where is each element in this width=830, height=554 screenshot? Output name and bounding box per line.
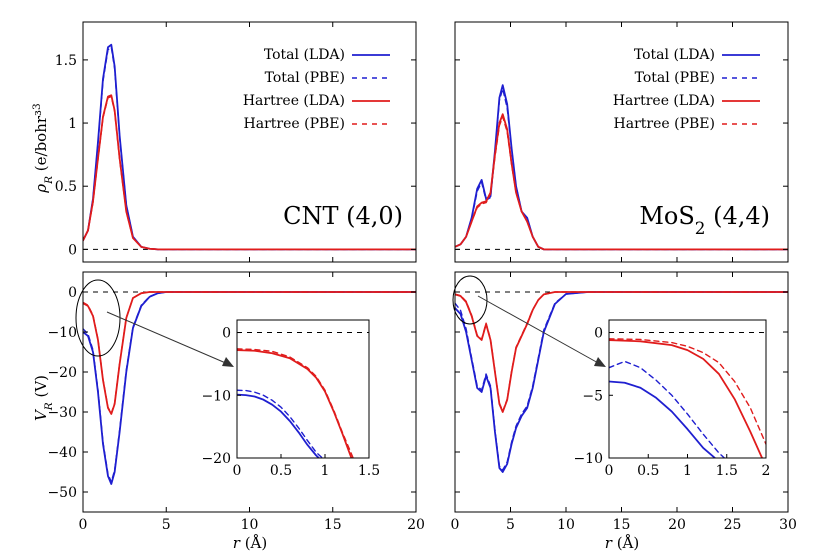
mos2-inset-series-total-lda bbox=[609, 380, 716, 458]
cnt-v-ytick-label: −30 bbox=[47, 405, 77, 421]
mos2-v-plot-area bbox=[455, 291, 788, 473]
cnt-v-ytick-label: −40 bbox=[47, 445, 77, 461]
cnt-inset-series-hartree-pbe bbox=[237, 348, 354, 458]
mos2-inset-xtick-label: 2 bbox=[762, 463, 771, 479]
mos2-inset-xtick-label: 1.5 bbox=[716, 463, 738, 479]
mos2-v-xtick-label: 15 bbox=[613, 517, 631, 533]
mos2-inset-ytick-label: −10 bbox=[573, 451, 603, 467]
legend-hartree-lda: Hartree (LDA) bbox=[243, 93, 345, 109]
legend-total-lda: Total (LDA) bbox=[264, 47, 345, 63]
rho-ylabel: ρR (e/bohr³3 bbox=[31, 103, 55, 193]
mos2-inset-xtick-label: 0.5 bbox=[637, 463, 659, 479]
cnt-inset-ytick-label: −10 bbox=[201, 388, 231, 404]
mos2-rho-series-hartree-pbe bbox=[455, 116, 788, 251]
cnt-v-xtick-label: 0 bbox=[79, 517, 88, 533]
cnt-zoom-arrowhead bbox=[222, 357, 234, 367]
cnt-inset-ytick-label: 0 bbox=[222, 326, 231, 342]
cnt-v-series-hartree-pbe bbox=[83, 291, 416, 414]
legend-total-pbe: Total (PBE) bbox=[635, 70, 715, 86]
cnt-inset-panel: 0 0.5 1 1.5 0 −10 −20 bbox=[201, 319, 380, 479]
cnt-inset-xtick-label: 0 bbox=[233, 463, 242, 479]
mos2-v-xtick-label: 30 bbox=[779, 517, 797, 533]
cnt-rho-panel: 0 0.5 1 1.5 bbox=[55, 21, 417, 263]
mos2-inset-series-hartree-lda bbox=[609, 339, 763, 458]
mos2-inset-ytick-label: −5 bbox=[582, 388, 603, 404]
mos2-inset-series-total-pbe bbox=[609, 360, 726, 458]
cnt-rho-ytick-label: 1.5 bbox=[55, 53, 77, 69]
cnt-inset-plot-area bbox=[237, 332, 369, 458]
cnt-rho-ytick-label: 0 bbox=[68, 242, 77, 258]
cnt-v-xtick-label: 20 bbox=[407, 517, 425, 533]
legend-hartree-pbe: Hartree (PBE) bbox=[244, 116, 345, 132]
legend-hartree-pbe: Hartree (PBE) bbox=[614, 116, 715, 132]
cnt-rho-series-total-pbe bbox=[83, 46, 416, 251]
legend-hartree-lda: Hartree (LDA) bbox=[613, 93, 715, 109]
mos2-v-xtick-label: 10 bbox=[557, 517, 575, 533]
cnt-v-ytick-label: −50 bbox=[47, 485, 77, 501]
v-ylabel: VR (V) bbox=[32, 375, 55, 421]
cnt-inset-ytick-label: −20 bbox=[201, 451, 231, 467]
mos2-label: MoS2 (4,4) bbox=[639, 202, 770, 238]
cnt-rho-plot-area bbox=[83, 43, 416, 251]
mos2-v-series-hartree-pbe bbox=[455, 291, 788, 412]
mos2-v-xtick-label: 0 bbox=[451, 517, 460, 533]
cnt-v-xtick-label: 5 bbox=[162, 517, 171, 533]
cnt-legend: Total (LDA) Total (PBE) Hartree (LDA) Ha… bbox=[243, 47, 390, 132]
mos2-inset-ytick-label: 0 bbox=[594, 326, 603, 342]
cnt-v-xtick-label: 10 bbox=[241, 517, 259, 533]
mos2-xlabel: r (Å) bbox=[605, 534, 639, 552]
mos2-v-series-total-pbe bbox=[455, 291, 788, 471]
mos2-legend: Total (LDA) Total (PBE) Hartree (LDA) Ha… bbox=[613, 47, 760, 132]
cnt-v-ytick-label: −10 bbox=[47, 325, 77, 341]
cnt-label: CNT (4,0) bbox=[283, 202, 403, 230]
cnt-inset-frame bbox=[236, 319, 370, 459]
mos2-inset-panel: 0 0.5 1 1.5 2 0 −5 −10 bbox=[573, 319, 771, 479]
mos2-v-xtick-label: 5 bbox=[506, 517, 515, 533]
mos2-zoom-arrowhead bbox=[594, 357, 606, 367]
cnt-inset-xtick-label: 1 bbox=[321, 463, 330, 479]
cnt-inset-xtick-label: 0.5 bbox=[270, 463, 292, 479]
legend-total-pbe: Total (PBE) bbox=[265, 70, 345, 86]
cnt-rho-background bbox=[83, 22, 416, 262]
mos2-zoom-ellipse bbox=[452, 275, 488, 325]
mos2-zoom-arrow bbox=[477, 295, 601, 365]
cnt-inset-series-total-pbe bbox=[237, 389, 324, 458]
cnt-inset-xtick-label: 1.5 bbox=[358, 463, 380, 479]
mos2-v-xtick-label: 20 bbox=[668, 517, 686, 533]
cnt-v-ytick-label: −20 bbox=[47, 365, 77, 381]
mos2-rho-panel bbox=[454, 21, 789, 263]
mos2-inset-xtick-label: 0 bbox=[605, 463, 614, 479]
mos2-v-xtick-label: 25 bbox=[724, 517, 742, 533]
mos2-inset-xtick-label: 1 bbox=[683, 463, 692, 479]
cnt-zoom-arrow bbox=[106, 311, 229, 365]
cnt-xlabel: r (Å) bbox=[233, 534, 267, 552]
cnt-rho-ytick-label: 0.5 bbox=[55, 179, 77, 195]
cnt-v-xtick-label: 15 bbox=[324, 517, 342, 533]
cnt-rho-series-hartree-pbe bbox=[83, 95, 416, 251]
cnt-v-ytick-label: 0 bbox=[68, 285, 77, 301]
legend-total-lda: Total (LDA) bbox=[634, 47, 715, 63]
cnt-rho-ytick-label: 1 bbox=[68, 116, 77, 132]
cnt-v-plot-area bbox=[83, 291, 416, 485]
mos2-rho-plot-area bbox=[455, 84, 788, 251]
mos2-inset-plot-area bbox=[609, 332, 766, 458]
cnt-inset-series-total-lda bbox=[237, 393, 320, 458]
